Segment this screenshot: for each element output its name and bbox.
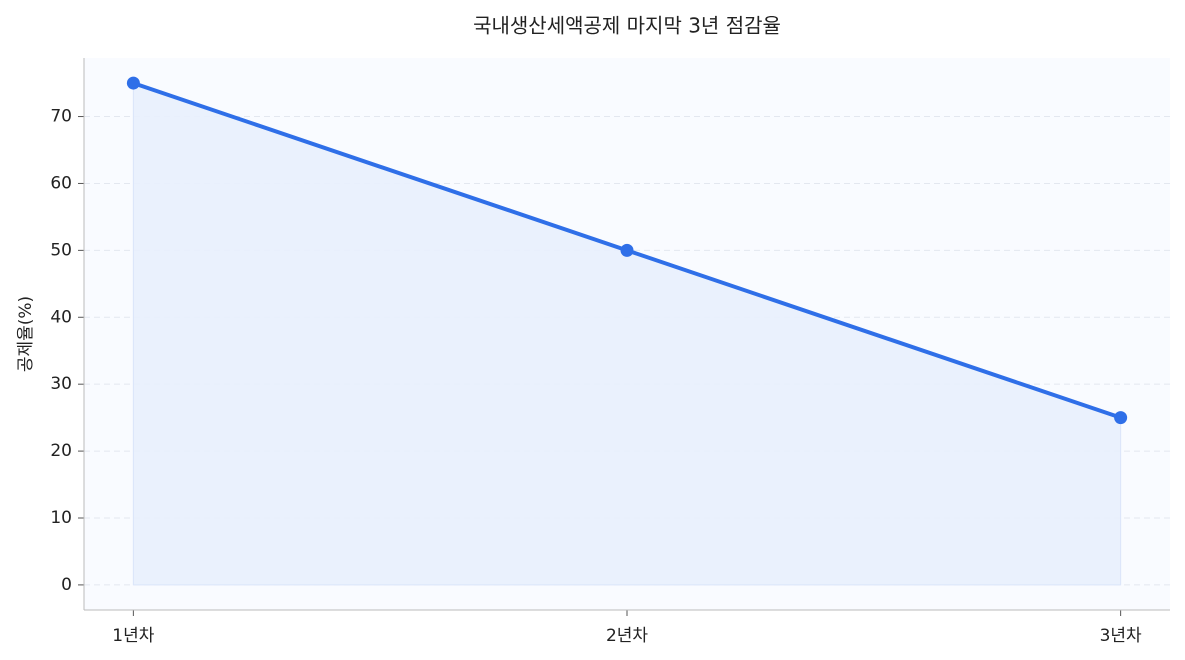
point [126,76,140,90]
y-tick-label: 10 [50,508,72,528]
point [620,243,634,257]
y-tick-label: 20 [50,441,72,461]
y-tick-label: 70 [50,107,72,127]
x-tick-label: 3년차 [1100,626,1142,646]
y-tick-label: 50 [50,240,72,260]
y-axis-label: 공제율(%) [16,296,36,372]
x-tick-label: 2년차 [606,626,648,646]
y-tick-label: 40 [50,307,72,327]
point [1114,411,1128,425]
chart-title: 국내생산세액공제 마지막 3년 점감율 [473,14,781,38]
x-tick-label: 1년차 [112,626,154,646]
y-tick-label: 0 [61,575,72,595]
y-tick-label: 60 [50,173,72,193]
y-tick-label: 30 [50,374,72,394]
